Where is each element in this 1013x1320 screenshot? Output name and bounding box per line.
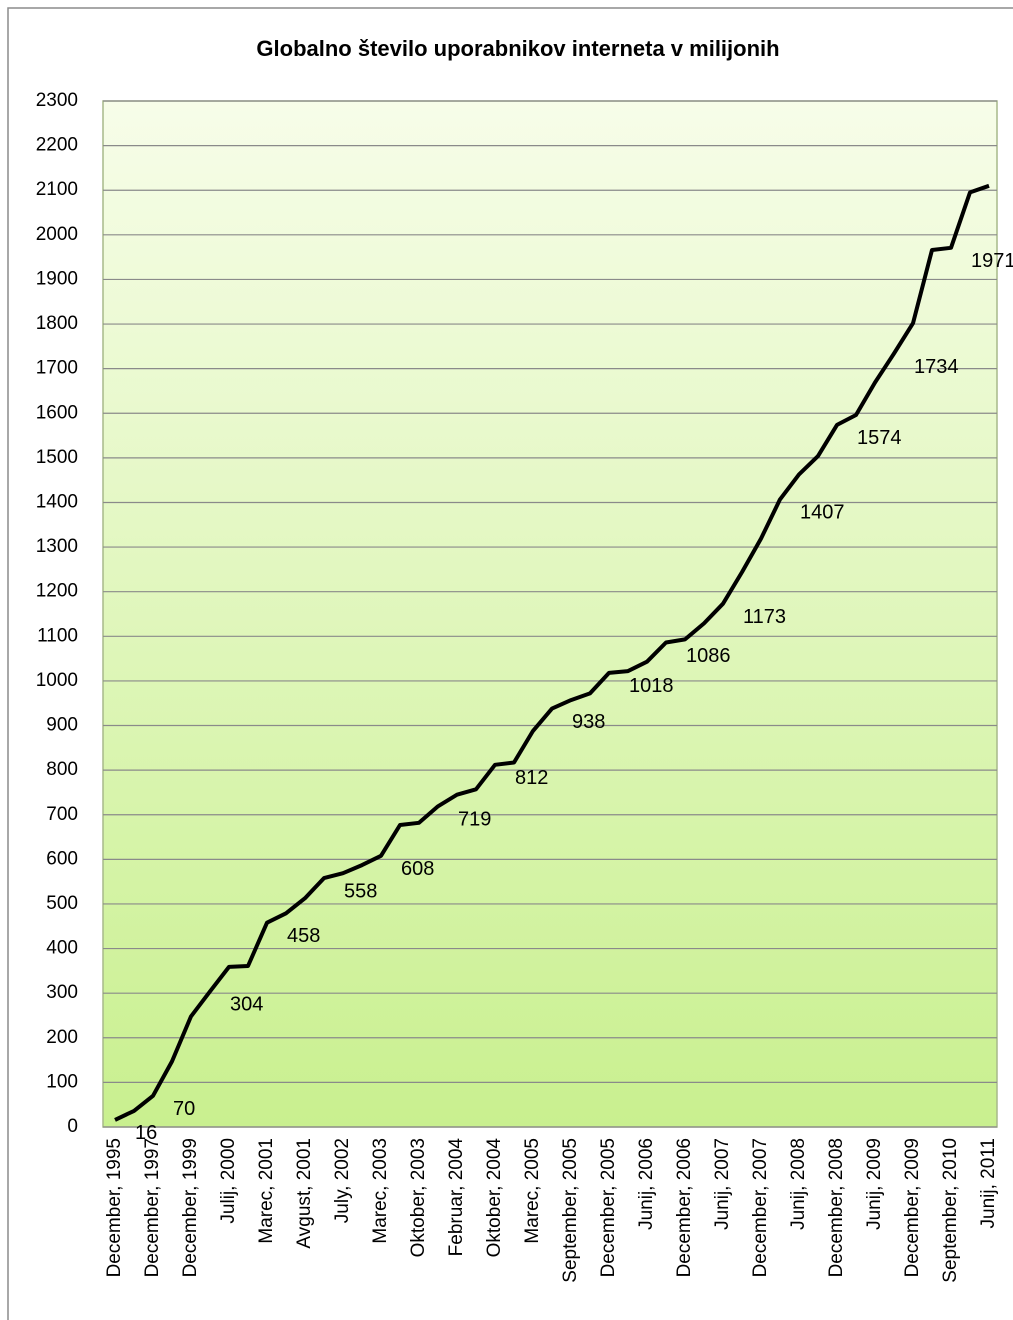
y-tick-label: 1500 xyxy=(36,447,78,468)
x-tick-label: Junij, 2009 xyxy=(864,1138,885,1230)
data-label: 558 xyxy=(344,880,377,902)
y-tick-label: 1600 xyxy=(36,402,78,423)
y-tick-label: 1400 xyxy=(36,491,78,512)
data-label: 1971 xyxy=(971,250,1013,272)
x-tick-label: September, 2010 xyxy=(940,1138,961,1283)
y-tick-label: 600 xyxy=(46,848,78,869)
data-label: 1574 xyxy=(857,427,902,449)
y-tick-label: 2100 xyxy=(36,179,78,200)
x-tick-label: December, 2005 xyxy=(598,1138,619,1277)
y-tick-label: 1100 xyxy=(37,625,78,646)
x-tick-label: Avgust, 2001 xyxy=(294,1138,315,1249)
x-tick-label: December, 2006 xyxy=(674,1138,695,1277)
y-tick-label: 2200 xyxy=(36,135,78,156)
data-label: 719 xyxy=(458,809,491,831)
y-tick-label: 800 xyxy=(46,759,78,780)
x-tick-label: Junij, 2007 xyxy=(712,1138,733,1230)
y-tick-label: 1200 xyxy=(36,581,78,602)
y-tick-label: 1800 xyxy=(36,313,78,334)
x-tick-label: December, 2008 xyxy=(826,1138,847,1277)
x-tick-label: Marec, 2001 xyxy=(256,1138,277,1244)
x-tick-label: Oktober, 2004 xyxy=(484,1138,505,1258)
data-line xyxy=(114,183,990,1122)
data-label: 1407 xyxy=(800,502,845,524)
marks: 16 70 304 458 558 608 719 812 938 1018 1086 1173 140… xyxy=(114,183,1013,1144)
data-label: 938 xyxy=(572,711,605,733)
x-tick-label: December, 1995 xyxy=(104,1138,125,1277)
data-label: 16 xyxy=(135,1122,157,1144)
y-tick-label: 700 xyxy=(46,804,78,825)
x-tick-label: Februar, 2004 xyxy=(446,1138,467,1257)
data-label: 70 xyxy=(173,1098,195,1120)
x-tick-label: Julij, 2000 xyxy=(218,1138,239,1224)
y-tick-label: 100 xyxy=(46,1071,78,1092)
y-tick-label: 2000 xyxy=(36,224,78,245)
x-tick-label: December, 1997 xyxy=(142,1138,163,1277)
x-tick-label: December, 2007 xyxy=(750,1138,771,1277)
y-tick-label: 400 xyxy=(46,938,78,959)
x-tick-label: December, 2009 xyxy=(902,1138,923,1277)
chart-title: Globalno število uporabnikov interneta v… xyxy=(256,36,779,61)
x-tick-label: Junij, 2008 xyxy=(788,1138,809,1230)
data-label: 1173 xyxy=(743,606,786,628)
y-tick-label: 1000 xyxy=(36,670,78,691)
y-tick-label: 1700 xyxy=(36,358,78,379)
x-tick-label: Junij, 2006 xyxy=(636,1138,657,1230)
plot-area xyxy=(102,100,998,1128)
y-tick-label: 900 xyxy=(46,715,78,736)
x-tick-label: Oktober, 2003 xyxy=(408,1138,429,1257)
data-label: 1734 xyxy=(914,356,959,378)
x-tick-label: July, 2002 xyxy=(332,1138,353,1223)
data-label: 458 xyxy=(287,925,320,947)
data-label: 608 xyxy=(401,858,434,880)
x-tick-label: December, 1999 xyxy=(180,1138,201,1277)
data-label: 304 xyxy=(230,994,263,1016)
data-label: 1086 xyxy=(686,645,731,667)
y-tick-label: 0 xyxy=(67,1116,78,1137)
y-tick-label: 2300 xyxy=(36,90,78,111)
y-tick-label: 1900 xyxy=(36,268,78,289)
y-tick-label: 1300 xyxy=(36,536,78,557)
x-tick-label: Junij, 2011 xyxy=(978,1138,999,1229)
data-label: 812 xyxy=(515,767,548,789)
grid xyxy=(103,100,997,1128)
x-tick-label: Marec, 2005 xyxy=(522,1138,543,1244)
y-tick-label: 300 xyxy=(46,982,78,1003)
y-tick-label: 500 xyxy=(46,893,78,914)
y-tick-label: 200 xyxy=(46,1027,78,1048)
x-tick-label: September, 2005 xyxy=(560,1138,581,1283)
data-label: 1018 xyxy=(629,675,674,697)
x-tick-label: Marec, 2003 xyxy=(370,1138,391,1244)
